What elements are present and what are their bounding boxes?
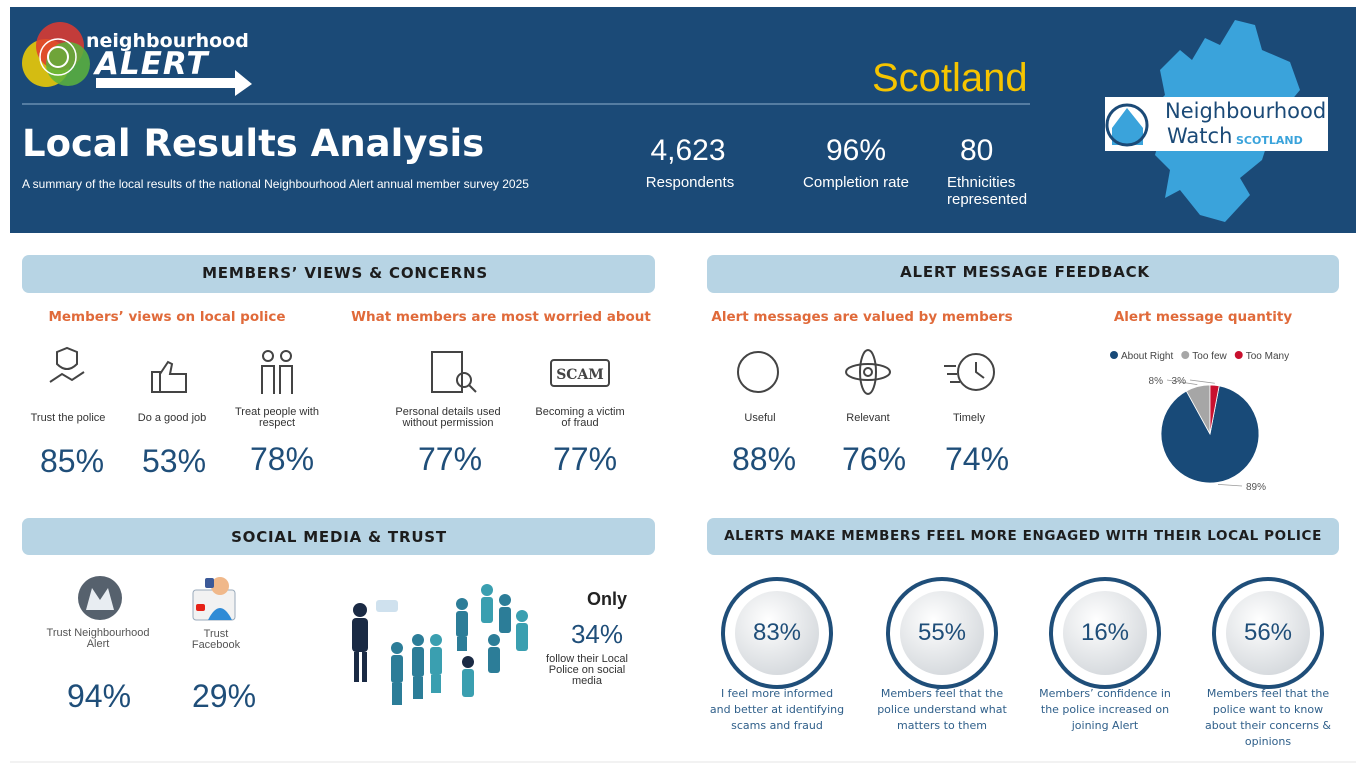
partner-text: Neighbourhood: [1165, 99, 1327, 123]
section-heading: ALERT MESSAGE FEEDBACK: [900, 263, 1150, 281]
icon-person: [262, 350, 274, 362]
icon-magnifier-handle: [468, 384, 477, 393]
data-label: 89%: [1246, 482, 1266, 493]
pie-slice: [1160, 385, 1260, 484]
item-value: 88%: [731, 441, 797, 477]
icons: [49, 346, 995, 395]
data-label: 8%: [1149, 376, 1164, 387]
icon-handshake: [49, 371, 85, 383]
icon-magnifier: [456, 372, 472, 388]
stat-label: Respondents: [645, 174, 735, 191]
item-value: 76%: [841, 441, 907, 477]
item-value: 74%: [944, 441, 1010, 477]
engagement-rings: [721, 577, 1324, 689]
section-bar: [707, 518, 1339, 555]
stat-value: 4,623: [650, 134, 726, 167]
ring-value: 56%: [1243, 619, 1293, 646]
legend-label: Too few: [1192, 351, 1227, 362]
section-bar: [22, 518, 655, 555]
item-label: Useful: [744, 412, 776, 424]
ring-value: 16%: [1080, 619, 1130, 646]
icon-atom: [859, 349, 877, 395]
item-value: 77%: [552, 441, 618, 477]
ring-label: I feel more informed and better at ident…: [709, 687, 845, 732]
leader-line: [1166, 379, 1198, 385]
item-label: Trust Facebook: [191, 628, 241, 651]
ring-value: 83%: [752, 619, 802, 646]
ring-value: 55%: [917, 619, 967, 646]
icon-scam: [550, 359, 610, 387]
item-value: 78%: [249, 441, 315, 477]
icon-people: [261, 365, 293, 394]
section-heading: SOCIAL MEDIA & TRUST: [231, 528, 447, 546]
legend-label: Too Many: [1246, 351, 1289, 362]
pie-chart: 89% 8% 3% About Right Too few Too Many: [1110, 351, 1289, 493]
data-label: 3%: [1172, 376, 1187, 387]
icon-shield: [56, 346, 78, 370]
legend-label: About Right: [1121, 351, 1173, 362]
partner-text: Watch: [1167, 124, 1233, 148]
pie-slice: [1209, 384, 1220, 435]
icon-clock: [957, 353, 995, 391]
item-value: 94%: [66, 678, 132, 714]
ring-label: Members feel that the police want to kno…: [1204, 687, 1332, 748]
section-bar: [22, 255, 655, 293]
legend-swatch: [1110, 351, 1118, 359]
icon-useful: [737, 351, 779, 393]
item-value: 29%: [191, 678, 257, 714]
ring-label: Members feel that the police understand …: [877, 687, 1007, 732]
icon-clock-hands: [944, 362, 985, 383]
stat-label: Completion rate: [803, 174, 909, 191]
logo-text: neighbourhood: [86, 30, 249, 52]
item-label: Do a good job: [137, 412, 207, 424]
legend-swatch: [1234, 351, 1243, 359]
leader-line: [1189, 379, 1215, 384]
partner-text: SCOTLAND: [1236, 134, 1303, 147]
item-label: Personal details used without permission: [395, 406, 501, 429]
social-icons: [78, 576, 236, 621]
partner-ring: [1105, 103, 1149, 147]
item-label: Becoming a victim of fraud: [535, 406, 625, 429]
people-illustration: [352, 584, 528, 705]
item-label: Relevant: [846, 412, 890, 424]
logo-mark: [22, 22, 90, 87]
item-label: Timely: [953, 412, 985, 424]
icon-atom: [845, 363, 891, 381]
region: Scotland: [872, 56, 1028, 100]
item-value: 85%: [39, 443, 105, 479]
item-label: Treat people with respect: [235, 406, 319, 429]
stat-value: 80: [960, 134, 994, 167]
follow-value: 34%: [570, 619, 624, 649]
section-heading: MEMBERS’ VIEWS & CONCERNS: [202, 264, 488, 282]
subheading: What members are most worried about: [351, 309, 651, 325]
icon-atom-core: [863, 367, 873, 377]
icon-thumb: [151, 360, 187, 393]
icon-person: [280, 350, 292, 362]
leader-line: [1217, 483, 1243, 487]
subheading: Members’ views on local police: [48, 309, 286, 325]
subheading: Alert messages are valued by members: [711, 309, 1013, 325]
item-value: 53%: [141, 443, 207, 479]
follow-prefix: Only: [587, 589, 628, 609]
subtitle: A summary of the local results of the na…: [22, 177, 529, 191]
section-heading: ALERTS MAKE MEMBERS FEEL MORE ENGAGED WI…: [724, 528, 1322, 544]
subheading: Alert message quantity: [1113, 309, 1293, 325]
stat-value: 96%: [825, 134, 887, 167]
item-value: 77%: [417, 441, 483, 477]
ring-label: Members’ confidence in the police increa…: [1039, 687, 1171, 732]
item-label: Trust the police: [30, 412, 106, 424]
icon-scam-text: SCAM: [556, 367, 604, 383]
logo-arrow: [96, 70, 252, 96]
partner-house: [1112, 108, 1143, 145]
follow-label: follow their Local Police on social medi…: [546, 653, 628, 687]
item-label: Trust Neighbourhood Alert: [46, 627, 150, 650]
stat-label: Ethnicities represented: [947, 174, 1028, 208]
logo-text: ALERT: [95, 46, 209, 82]
section-bar: [707, 255, 1339, 293]
page-title: Local Results Analysis: [22, 122, 485, 165]
icon-document: [431, 351, 463, 393]
legend-swatch: [1181, 351, 1190, 359]
